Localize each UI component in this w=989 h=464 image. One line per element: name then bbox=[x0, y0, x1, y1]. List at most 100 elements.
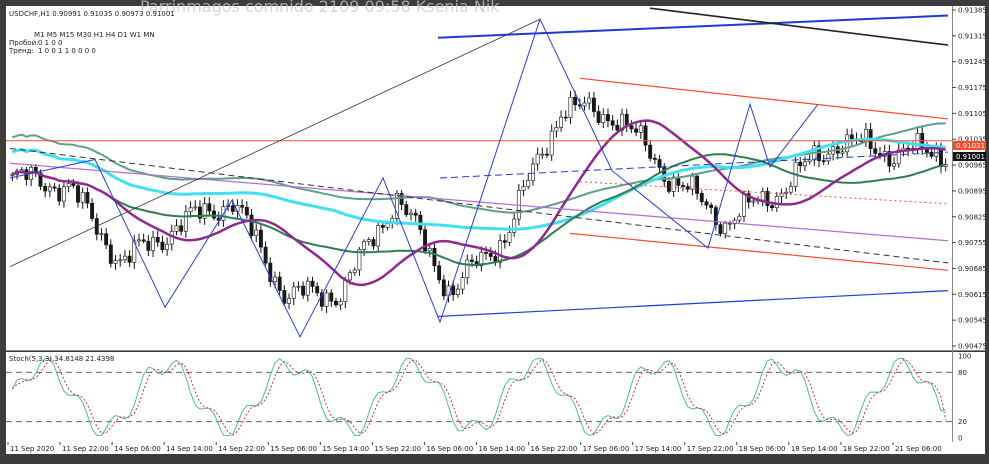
candle bbox=[141, 239, 146, 242]
candle bbox=[526, 180, 531, 187]
candle bbox=[596, 111, 601, 123]
candle bbox=[681, 185, 685, 187]
candle bbox=[165, 243, 170, 251]
candle bbox=[183, 211, 188, 232]
candle bbox=[779, 192, 784, 197]
candle bbox=[929, 151, 934, 157]
trend-values: 1 0 0 1 1 0 0 0 0 bbox=[38, 47, 96, 55]
price-tick-label: 0.91385 bbox=[958, 7, 987, 15]
candle bbox=[319, 292, 324, 307]
candle bbox=[230, 205, 235, 212]
candle bbox=[108, 244, 113, 264]
candle bbox=[193, 206, 198, 209]
watermark-text: Parrinmagos comnido 2109 09:58 Ksenia Ni… bbox=[140, 0, 500, 16]
zigzag-line bbox=[9, 17, 819, 338]
candle bbox=[151, 237, 155, 251]
breakout-values: 0 1 0 0 bbox=[38, 39, 63, 47]
candle bbox=[638, 125, 643, 133]
candle bbox=[845, 134, 850, 153]
time-tick-label: 17 Sep 06:00 bbox=[583, 445, 630, 453]
trend-label: Тренд: bbox=[8, 47, 34, 55]
time-tick-label: 11 Sep 2020 bbox=[10, 445, 54, 453]
candle bbox=[446, 285, 451, 297]
time-tick-label: 21 Sep 06:00 bbox=[895, 445, 942, 453]
candle bbox=[652, 157, 657, 160]
candle bbox=[338, 301, 343, 306]
stoch-tick-label: 0 bbox=[958, 435, 962, 443]
candle bbox=[737, 215, 742, 221]
candle bbox=[113, 260, 118, 264]
candle bbox=[240, 205, 245, 208]
candle bbox=[357, 249, 362, 271]
stoch-tick-label: 20 bbox=[958, 418, 967, 426]
candle bbox=[57, 187, 62, 202]
time-tick-label: 11 Sep 22:00 bbox=[62, 445, 109, 453]
stoch-scale[interactable] bbox=[952, 352, 985, 442]
candle bbox=[770, 205, 775, 208]
trendline-violet bbox=[9, 162, 949, 242]
candle bbox=[587, 97, 592, 104]
candle bbox=[615, 124, 620, 131]
candle bbox=[273, 276, 277, 282]
candle bbox=[174, 225, 179, 232]
candle bbox=[535, 153, 540, 165]
candle bbox=[202, 203, 207, 219]
candle bbox=[507, 232, 512, 243]
candle bbox=[606, 114, 610, 122]
candle bbox=[470, 259, 474, 262]
price-scale[interactable] bbox=[952, 6, 985, 350]
time-tick-label: 16 Sep 22:00 bbox=[531, 445, 578, 453]
channel-red-upper bbox=[579, 77, 949, 120]
time-tick-label: 14 Sep 06:00 bbox=[114, 445, 161, 453]
candle bbox=[751, 200, 756, 203]
stoch-plot-area[interactable] bbox=[6, 352, 952, 442]
time-tick-label: 15 Sep 14:00 bbox=[322, 445, 369, 453]
time-tick-label: 15 Sep 06:00 bbox=[270, 445, 317, 453]
candle bbox=[723, 222, 728, 234]
timeframes-line: M1 M5 M15 M30 H1 H4 D1 W1 MN bbox=[34, 31, 155, 39]
candle bbox=[484, 252, 488, 254]
candle bbox=[695, 175, 700, 194]
price-tick-label: 0.90615 bbox=[958, 291, 987, 299]
candle bbox=[742, 193, 746, 217]
candle bbox=[90, 202, 95, 219]
candle bbox=[521, 186, 526, 191]
price-tick-label: 0.91315 bbox=[958, 32, 987, 40]
candle bbox=[343, 279, 348, 302]
candle bbox=[460, 277, 465, 290]
trendline-blue-lower bbox=[437, 290, 949, 318]
candle bbox=[699, 193, 704, 203]
candle bbox=[601, 114, 606, 123]
price-tick-label: 0.91105 bbox=[958, 110, 987, 118]
candle bbox=[329, 292, 334, 302]
trendline-blue-upper bbox=[437, 14, 949, 39]
candle bbox=[498, 240, 503, 263]
candle bbox=[66, 183, 71, 188]
channel-red-lower bbox=[569, 232, 949, 271]
candle bbox=[643, 125, 648, 146]
candle bbox=[296, 285, 301, 288]
candle bbox=[47, 186, 52, 192]
candle bbox=[43, 186, 48, 192]
candle bbox=[512, 218, 517, 233]
price-tick-label: 0.90685 bbox=[958, 265, 987, 273]
time-tick-label: 14 Sep 14:00 bbox=[166, 445, 213, 453]
candle bbox=[591, 97, 596, 112]
candle bbox=[376, 225, 381, 247]
time-tick-label: 17 Sep 14:00 bbox=[635, 445, 682, 453]
candle bbox=[258, 229, 263, 248]
time-tick-label: 14 Sep 22:00 bbox=[218, 445, 265, 453]
time-tick-label: 15 Sep 22:00 bbox=[374, 445, 421, 453]
trendline-black bbox=[649, 7, 949, 46]
time-tick-label: 18 Sep 22:00 bbox=[843, 445, 890, 453]
candle bbox=[718, 224, 723, 234]
time-tick-label: 17 Sep 22:00 bbox=[687, 445, 734, 453]
candle bbox=[277, 276, 282, 291]
candle bbox=[137, 239, 141, 242]
candle bbox=[146, 240, 151, 251]
candle bbox=[545, 153, 549, 156]
candle bbox=[563, 116, 568, 119]
time-tick-label: 18 Sep 06:00 bbox=[739, 445, 786, 453]
candle bbox=[624, 113, 629, 126]
